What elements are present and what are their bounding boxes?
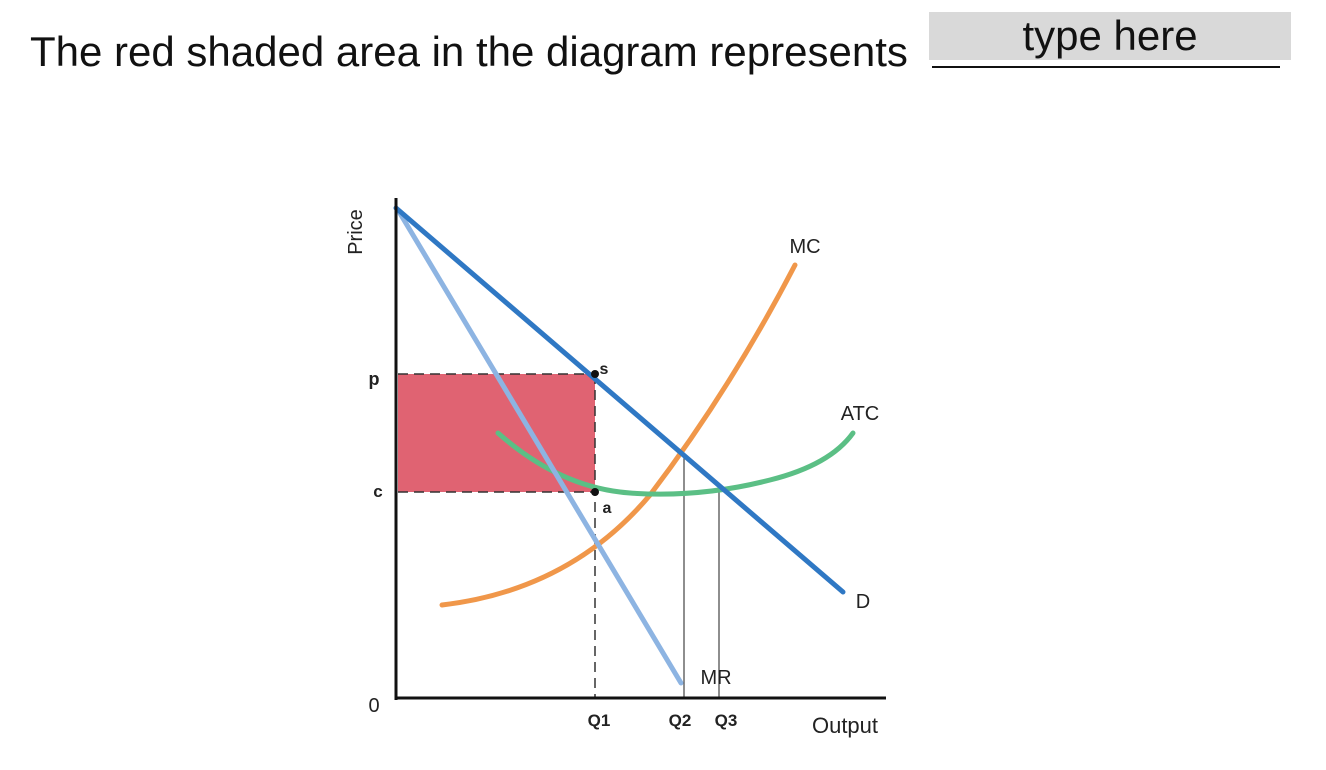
price-p-label: p (369, 369, 380, 389)
q2-label: Q2 (669, 711, 692, 730)
q3-label: Q3 (715, 711, 738, 730)
atc-label: ATC (841, 403, 880, 425)
x-axis-label: Output (812, 713, 878, 738)
mr-label: MR (700, 667, 731, 689)
point-s-marker (591, 370, 599, 378)
origin-label: 0 (368, 695, 379, 717)
point-s-label: s (600, 361, 609, 378)
y-axis-label: Price (345, 209, 367, 255)
cost-c-label: c (373, 482, 382, 501)
q1-label: Q1 (588, 711, 611, 730)
mc-label: MC (789, 236, 820, 258)
d-label: D (856, 591, 870, 613)
point-a-marker (591, 488, 599, 496)
point-a-label: a (603, 500, 612, 517)
